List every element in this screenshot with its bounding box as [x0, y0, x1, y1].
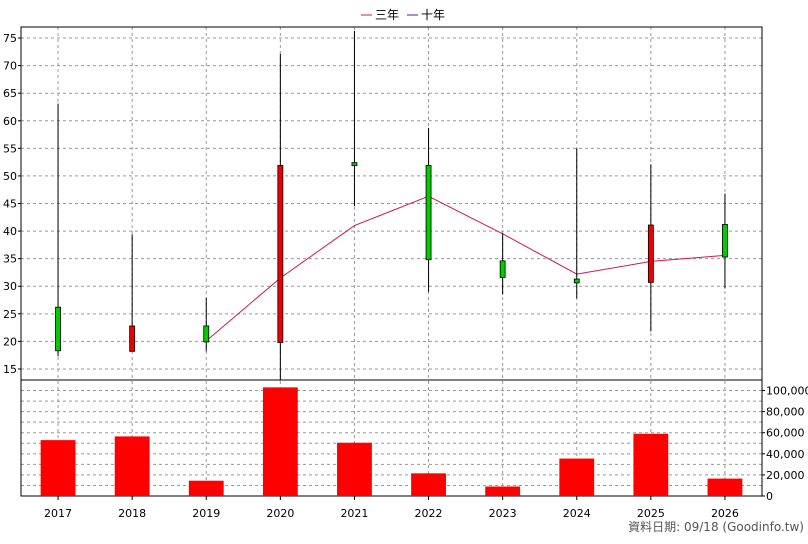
plot-frame	[20, 26, 763, 497]
legend: 三年 十年	[361, 8, 445, 22]
price-axis: 15 20 25 30 35 40 45 50 55 60 65 70 75	[3, 32, 21, 376]
volume-bar-2022	[411, 473, 446, 496]
x-tick-label-2023: 2023	[489, 507, 517, 520]
ma-line-三年	[205, 195, 725, 342]
volume-bar-2018	[114, 436, 150, 496]
price-tick-label: 30	[3, 280, 17, 293]
x-tick-label-2021: 2021	[340, 507, 368, 520]
volume-bar-2024	[559, 458, 595, 496]
price-tick-label: 40	[3, 225, 17, 238]
price-tick-label: 65	[3, 87, 17, 100]
x-tick-label-2018: 2018	[118, 507, 146, 520]
candle-body-2024	[573, 278, 580, 284]
x-tick-label-2025: 2025	[637, 507, 665, 520]
candle-body-2019	[203, 325, 210, 343]
candlesticks	[55, 30, 728, 380]
volume-bar-2023	[485, 486, 521, 496]
x-tick-label-2020: 2020	[266, 507, 294, 520]
price-tick-label: 50	[3, 170, 17, 183]
legend-label-3y: 三年	[375, 8, 399, 22]
price-tick-label: 70	[3, 60, 17, 73]
volume-bars	[40, 387, 743, 496]
volume-bar-2026	[707, 478, 743, 496]
x-tick-label-2019: 2019	[192, 507, 220, 520]
volume-bar-2019	[188, 480, 224, 496]
source-note: 資料日期: 09/18 (Goodinfo.tw)	[628, 520, 804, 534]
x-tick-label-2017: 2017	[44, 507, 72, 520]
candle-body-2023	[499, 260, 506, 278]
volume-bar-2017	[40, 440, 76, 496]
candle-body-2022	[425, 165, 432, 261]
x-tick-label-2022: 2022	[415, 507, 443, 520]
candle-body-2026	[722, 224, 728, 258]
volume-tick-label: 40,000	[766, 448, 805, 461]
price-tick-label: 25	[3, 308, 17, 321]
price-tick-label: 20	[3, 335, 17, 348]
candle-body-2018	[129, 325, 136, 352]
volume-tick-label: 80,000	[766, 406, 805, 419]
x-tick-label-2024: 2024	[563, 507, 591, 520]
price-tick-label: 45	[3, 198, 17, 211]
volume-tick-label: 20,000	[766, 469, 805, 482]
volume-tick-label: 60,000	[766, 427, 805, 440]
volume-bar-2021	[337, 442, 372, 496]
price-tick-label: 35	[3, 253, 17, 266]
price-tick-label: 55	[3, 142, 17, 155]
volume-bar-2025	[633, 433, 669, 496]
x-tick-label-2026: 2026	[711, 507, 739, 520]
volume-tick-label: 100,000	[766, 385, 808, 398]
price-tick-label: 15	[3, 363, 17, 376]
legend-label-10y: 十年	[421, 8, 445, 22]
candle-body-2025	[647, 224, 654, 283]
price-tick-label: 75	[3, 32, 17, 45]
volume-axis: 0 20,000 40,000 60,000 80,000 100,000	[762, 385, 808, 503]
volume-tick-label: 0	[766, 490, 773, 503]
moving-average-lines	[205, 195, 725, 342]
x-axis: 2017 2018 2019 2020 2021 2022 2023 2024 2025 2026	[44, 496, 739, 520]
volume-bar-2020	[262, 387, 298, 496]
candle-body-2020	[277, 165, 284, 343]
candle-body-2017	[55, 306, 61, 352]
candle-body-2021	[351, 162, 358, 167]
price-tick-label: 60	[3, 115, 17, 128]
